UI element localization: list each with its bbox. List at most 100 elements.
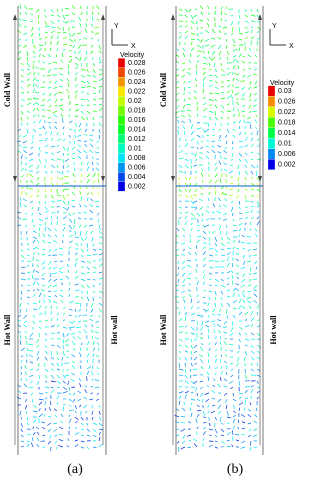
velocity-vector: [48, 296, 52, 298]
velocity-vector: [224, 12, 228, 16]
velocity-vector: [86, 166, 90, 172]
velocity-vector: [25, 398, 28, 403]
velocity-vector: [98, 258, 102, 262]
velocity-vector: [58, 439, 64, 442]
velocity-vector: [202, 230, 207, 235]
axis-label: Y: [272, 23, 277, 30]
velocity-vector: [177, 446, 180, 452]
velocity-vector: [68, 58, 73, 64]
velocity-vector: [62, 132, 65, 136]
velocity-vector: [177, 440, 180, 444]
velocity-vector: [226, 103, 230, 106]
velocity-vector: [249, 221, 252, 226]
velocity-vector: [217, 324, 222, 328]
velocity-vector: [187, 446, 192, 449]
velocity-vector: [44, 152, 49, 154]
velocity-vector: [230, 14, 234, 17]
velocity-vector: [41, 284, 46, 287]
velocity-vector: [232, 392, 234, 397]
velocity-vector: [177, 266, 180, 270]
velocity-vector: [195, 276, 198, 280]
velocity-vector: [226, 128, 230, 134]
velocity-vector: [194, 362, 198, 365]
velocity-vector: [74, 427, 78, 430]
velocity-vector: [242, 272, 246, 278]
velocity-vector: [249, 446, 252, 451]
velocity-vector: [86, 6, 89, 10]
velocity-vector: [16, 396, 22, 400]
velocity-vector: [220, 278, 224, 282]
velocity-vector: [86, 278, 91, 281]
velocity-vector: [222, 218, 228, 221]
velocity-vector: [244, 31, 249, 34]
velocity-vector: [202, 308, 207, 312]
velocity-vector: [176, 54, 180, 58]
velocity-vector: [77, 149, 82, 154]
velocity-vector: [196, 146, 199, 150]
velocity-vector: [190, 152, 195, 156]
velocity-vector: [183, 299, 186, 304]
velocity-vector: [62, 206, 67, 210]
velocity-vector: [31, 274, 34, 280]
velocity-vector: [236, 109, 240, 112]
velocity-vector: [55, 446, 58, 450]
velocity-vector: [68, 398, 72, 402]
velocity-vector: [41, 108, 46, 112]
velocity-vector: [220, 434, 225, 437]
velocity-vector: [20, 167, 24, 172]
velocity-vector: [72, 392, 76, 396]
velocity-vector: [247, 434, 252, 438]
velocity-vector: [20, 266, 26, 269]
velocity-vector: [68, 426, 71, 430]
velocity-vector: [44, 188, 47, 193]
velocity-vector: [226, 122, 229, 126]
wall-label: Hot wall: [110, 315, 119, 345]
velocity-vector: [250, 310, 254, 316]
velocity-vector: [256, 152, 260, 155]
velocity-vector: [218, 50, 222, 56]
velocity-vector: [256, 164, 258, 168]
velocity-vector: [68, 212, 72, 217]
velocity-vector: [217, 197, 222, 202]
velocity-vector: [41, 115, 46, 118]
velocity-vector: [208, 434, 212, 436]
velocity-vector: [178, 395, 182, 400]
velocity-vector: [244, 324, 250, 328]
velocity-vector: [253, 248, 258, 251]
velocity-vector: [184, 188, 188, 192]
velocity-vector: [38, 398, 44, 401]
velocity-vector: [196, 398, 201, 402]
velocity-vector: [78, 308, 82, 312]
velocity-vector: [208, 444, 213, 448]
velocity-vector: [77, 398, 82, 402]
velocity-vector: [79, 352, 82, 358]
velocity-vector: [193, 164, 198, 167]
velocity-vector: [250, 144, 254, 148]
velocity-vector: [50, 200, 55, 203]
velocity-vector: [98, 282, 102, 286]
velocity-vector: [52, 284, 58, 288]
velocity-vector: [26, 260, 32, 262]
velocity-vector: [196, 38, 201, 41]
velocity-vector: [207, 328, 210, 334]
velocity-vector: [44, 20, 48, 26]
velocity-vector: [48, 248, 52, 253]
velocity-vector: [19, 4, 22, 10]
velocity-vector: [196, 32, 199, 37]
velocity-vector: [44, 206, 48, 210]
velocity-vector: [237, 426, 240, 430]
velocity-vector: [32, 236, 38, 240]
velocity-vector: [68, 234, 74, 238]
velocity-vector: [66, 332, 70, 337]
velocity-vector: [193, 96, 198, 100]
velocity-vector: [20, 74, 24, 78]
velocity-vector: [70, 379, 76, 382]
velocity-vector: [66, 206, 70, 211]
velocity-vector: [46, 74, 52, 77]
velocity-vector: [214, 162, 217, 166]
velocity-vector: [24, 11, 28, 16]
velocity-vector: [20, 80, 24, 83]
velocity-vector: [232, 398, 237, 402]
velocity-vector: [29, 380, 34, 384]
velocity-vector: [218, 160, 222, 166]
